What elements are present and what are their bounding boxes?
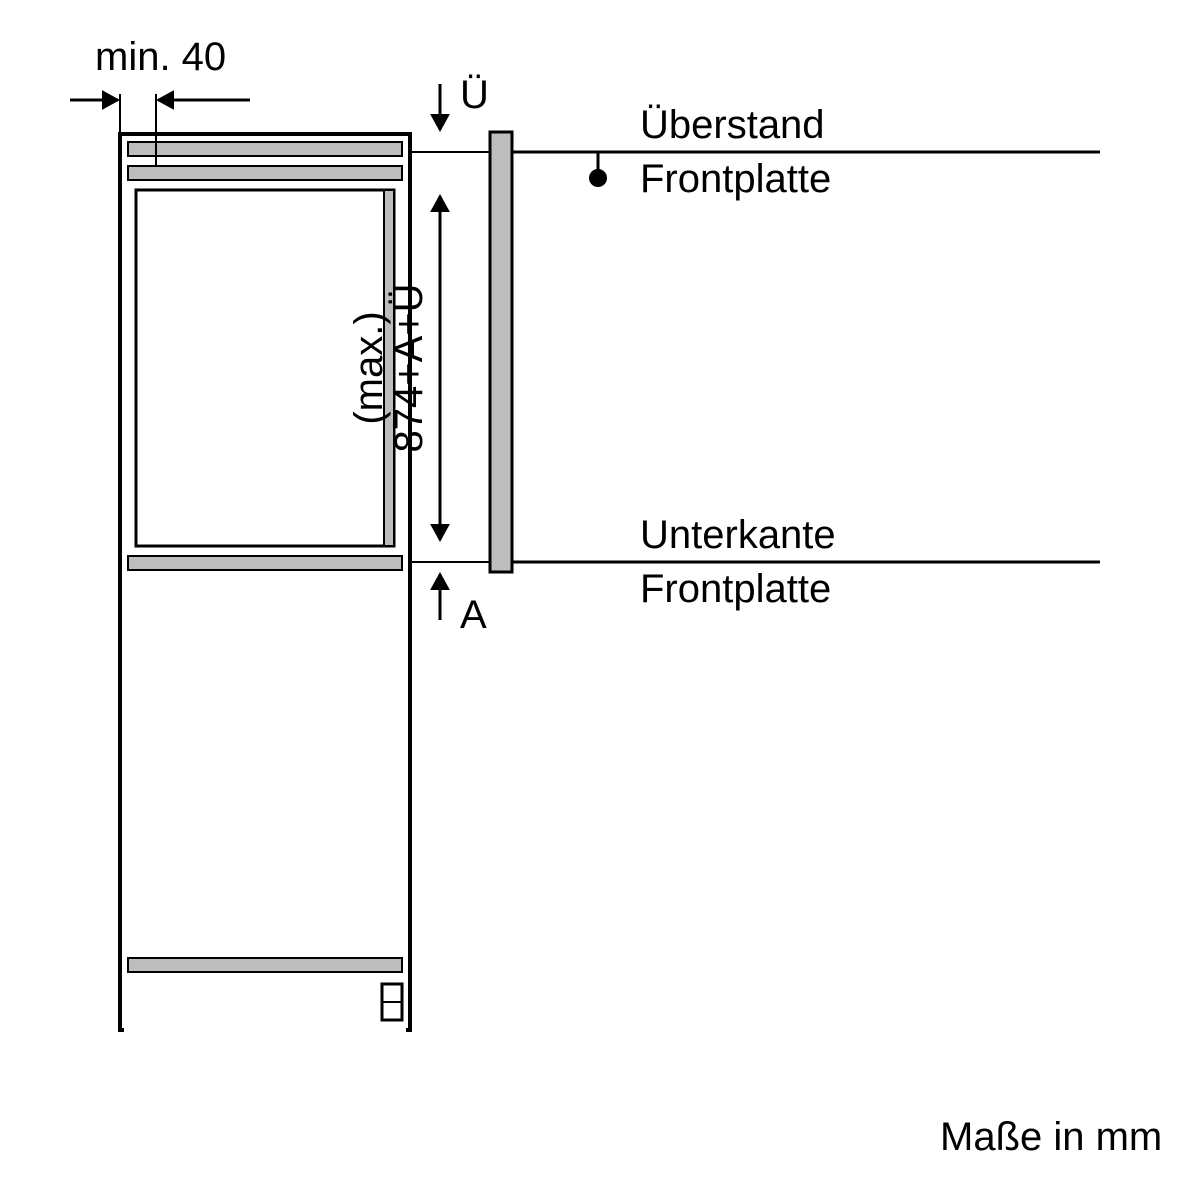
label-frontplatte-bottom: Frontplatte (640, 567, 831, 611)
leader-dot (589, 169, 607, 187)
label-height-qualifier: (max.) (347, 311, 391, 424)
label-footer: Maße in mm (940, 1115, 1162, 1159)
label-a: A (460, 593, 487, 637)
label-unterkante: Unterkante (640, 513, 836, 557)
label-u: Ü (460, 73, 489, 117)
label-frontplatte-top: Frontplatte (640, 157, 831, 201)
label-uberstand: Überstand (640, 103, 825, 147)
label-height-formula: 874+A+Ü (387, 283, 431, 452)
label-min40: min. 40 (95, 35, 226, 79)
